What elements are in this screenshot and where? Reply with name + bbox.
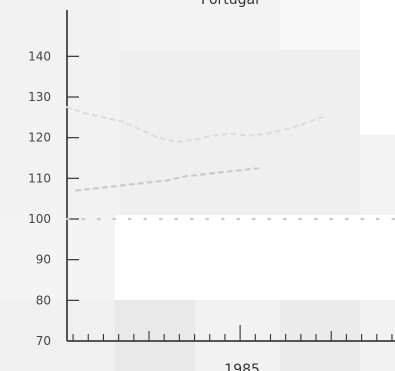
bg-block — [0, 0, 120, 215]
series-line-2 — [75, 167, 260, 192]
bg-block — [195, 300, 280, 371]
y-tick-label: 140 — [28, 49, 51, 63]
x-year-label: 1985 — [224, 362, 260, 371]
y-tick-label: 70 — [36, 334, 51, 348]
bg-block — [115, 300, 195, 371]
y-tick-label: 80 — [36, 293, 51, 307]
axes — [66, 10, 395, 342]
bg-block — [0, 215, 115, 300]
y-tick-label: 100 — [28, 212, 51, 226]
bg-block — [360, 300, 395, 371]
bg-block — [120, 0, 280, 50]
y-ticks: 70 80 90 100 110 120 130 140 — [28, 49, 79, 348]
bg-block — [280, 300, 360, 371]
bg-block — [120, 50, 360, 215]
series-line-1 — [66, 106, 324, 143]
y-tick-label: 110 — [28, 171, 51, 185]
x-ticks: 19851986 — [72, 325, 393, 371]
y-tick-label: 90 — [36, 253, 51, 267]
chart-title: Portugal — [201, 0, 259, 8]
y-tick-label: 130 — [28, 90, 51, 104]
series-group — [65, 106, 395, 221]
bg-block — [0, 300, 115, 371]
bg-block — [360, 135, 395, 215]
bg-block — [280, 0, 360, 50]
y-tick-label: 120 — [28, 131, 51, 145]
